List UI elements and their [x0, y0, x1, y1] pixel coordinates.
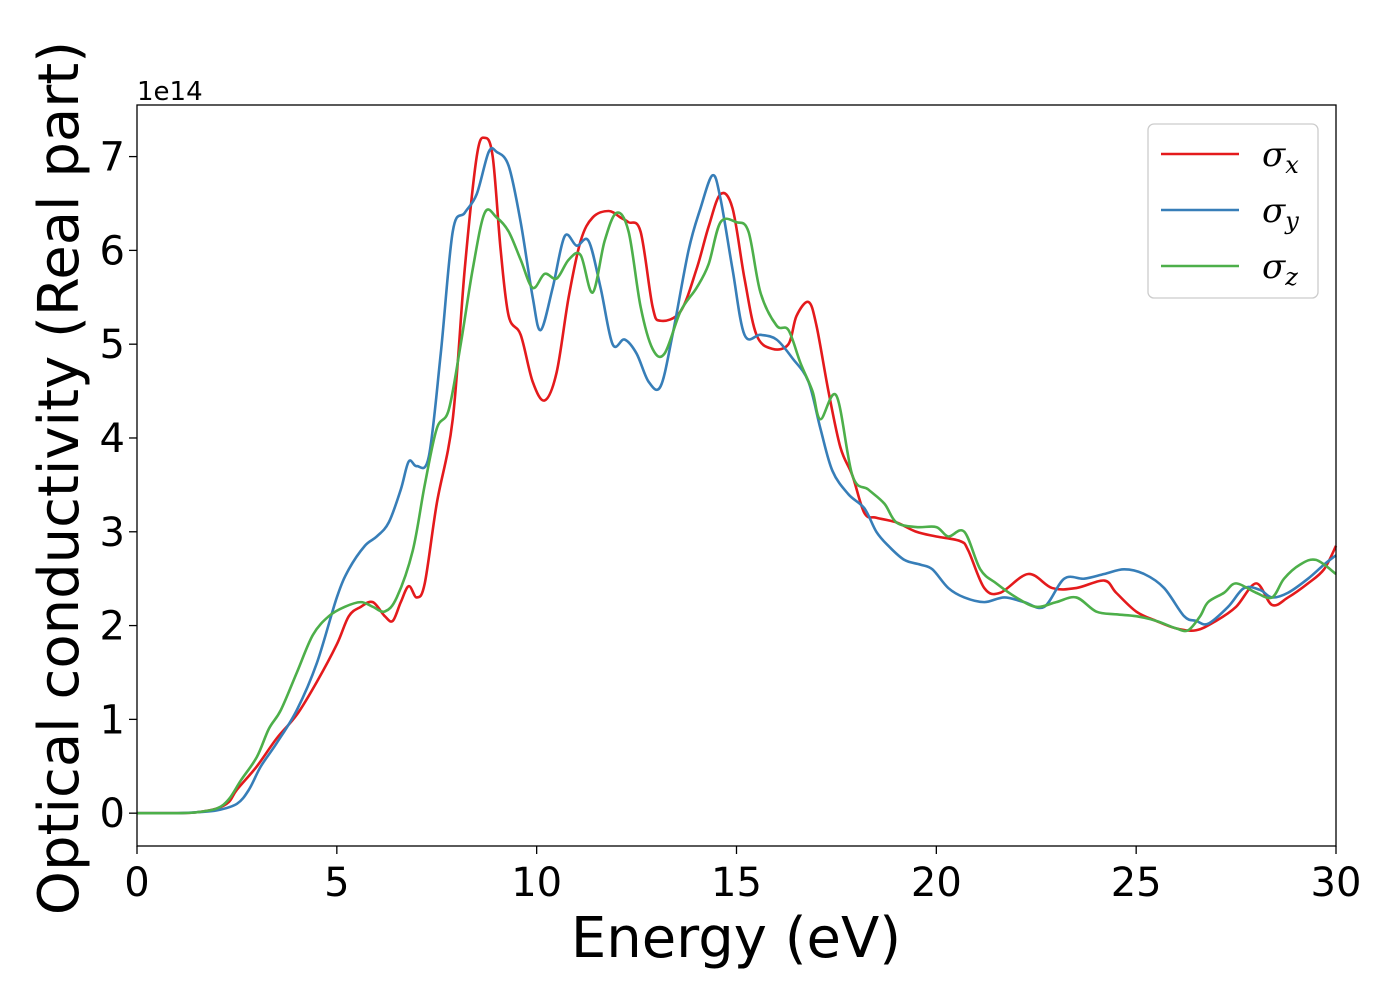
y-tick-label: 5	[100, 322, 125, 368]
x-tick-label: 10	[511, 860, 562, 906]
x-axis-ticks: 0 5 10 15 20 25 30	[124, 846, 1361, 906]
y-tick-label: 6	[100, 228, 125, 274]
y-tick-label: 3	[100, 510, 125, 556]
x-tick-label: 5	[324, 860, 349, 906]
x-tick-label: 30	[1311, 860, 1362, 906]
y-tick-label: 1	[100, 697, 125, 743]
y-tick-label: 0	[100, 791, 125, 837]
x-tick-label: 20	[911, 860, 962, 906]
y-axis-ticks: 0 1 2 3 4 5 6 7	[100, 135, 137, 837]
legend-items: σx σy σz	[1161, 135, 1299, 291]
y-axis-title: Optical conductivity (Real part)	[27, 41, 92, 915]
legend: σx σy σz	[1147, 123, 1319, 299]
legend-label-y: σy	[1262, 191, 1299, 235]
series-line-x	[136, 136, 1338, 815]
x-tick-label: 0	[124, 860, 149, 906]
x-tick-label: 15	[711, 860, 762, 906]
series-line-y	[136, 146, 1337, 815]
legend-label-x: σx	[1262, 135, 1299, 179]
x-tick-label: 25	[1111, 860, 1162, 906]
y-tick-label: 4	[100, 416, 125, 462]
y-offset-label: 1e14	[137, 77, 203, 107]
series-line-z	[136, 208, 1337, 815]
legend-label-z: σz	[1262, 247, 1298, 291]
y-tick-label: 7	[100, 135, 125, 181]
x-axis-title: Energy (eV)	[571, 906, 901, 971]
y-tick-label: 2	[100, 604, 125, 650]
series-layer	[136, 136, 1338, 815]
